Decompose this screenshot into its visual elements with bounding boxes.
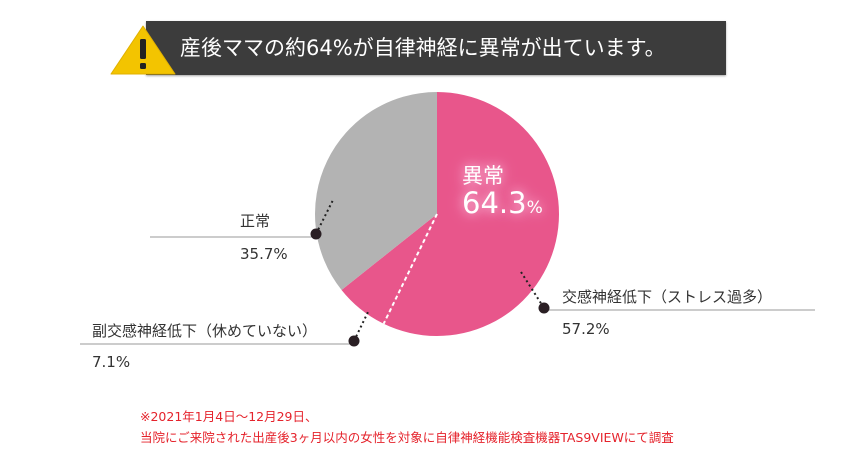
slice-label-normal: 正常 — [240, 212, 271, 230]
slice-value-normal: 35.7% — [240, 245, 288, 263]
leader-dot-sympathetic — [538, 302, 550, 314]
slice-label-parasympathetic: 副交感神経低下（休めていない） — [92, 322, 318, 340]
abnormal-highlight-label: 異常 — [462, 164, 504, 188]
slice-label-sympathetic: 交感神経低下（ストレス過多） — [562, 288, 773, 306]
leader-dot-normal — [310, 228, 322, 240]
slice-separator — [382, 213, 438, 325]
headline-bar — [146, 21, 726, 75]
footnote-line-1: ※2021年1月4日〜12月29日、 — [140, 409, 318, 424]
slice-value-sympathetic: 57.2% — [562, 320, 610, 338]
pie-slice-normal — [315, 92, 437, 290]
leader-dotted-sympathetic — [520, 271, 545, 309]
slice-value-parasympathetic: 7.1% — [92, 353, 131, 371]
leader-dotted-parasympathetic — [353, 309, 370, 342]
headline-title: 産後ママの約64%が自律神経に異常が出ています。 — [180, 36, 666, 60]
pie-slice-sympathetic — [383, 92, 559, 336]
pie-slice-parasympathetic — [341, 214, 437, 324]
headline-banner: 産後ママの約64%が自律神経に異常が出ています。 — [110, 21, 726, 75]
abnormal-highlight-unit: % — [526, 198, 543, 218]
abnormal-highlight-number: 64.3 — [462, 186, 527, 220]
abnormal-highlight-value: 64.3% — [462, 186, 543, 220]
warning-icon — [110, 25, 176, 75]
footnote-line-2: 当院にご来院された出産後3ヶ月以内の女性を対象に自律神経機能検査機器TAS9VI… — [140, 430, 674, 445]
leader-dot-parasympathetic — [348, 335, 360, 347]
leader-dotted-normal — [315, 199, 334, 235]
